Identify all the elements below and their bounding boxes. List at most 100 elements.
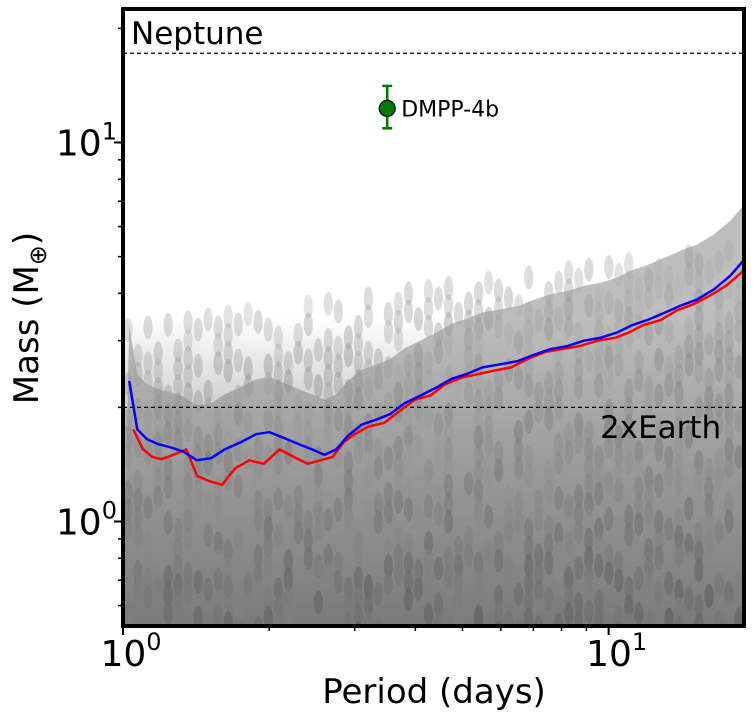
x-tick-label-2-base: 10 [586,634,632,675]
hexbin-cell [153,467,163,492]
hexbin-cell [383,445,393,470]
hexbin-cell [734,301,744,325]
hexbin-cell [423,458,434,483]
hexbin-cell [654,257,664,282]
hexbin-cell [694,558,704,583]
plot-frame [121,7,746,628]
hexbin-cell [524,517,534,542]
hexbin-cell [614,334,624,359]
hexbin-cell [353,332,363,357]
hexbin-cell [153,485,163,510]
hexbin-cell [624,450,634,475]
hexbin-cell [263,497,273,522]
hexbin-cell [243,590,253,615]
hexbin-cell [133,505,143,530]
hexbin-cell [694,270,704,295]
hexbin-cell [253,580,263,604]
hexbin-cell [213,351,223,376]
hexbin-cell [474,605,484,626]
hexbin-cell [524,265,534,290]
hexbin-cell [644,429,654,454]
hexbin-cell [654,347,664,372]
hexbin-cell [524,355,534,380]
hexbin-cell [684,352,694,377]
hexbin-cell [173,608,183,626]
hexbin-cell [614,298,624,323]
hexbin-cell [283,495,293,519]
hexbin-cell [584,293,594,318]
hexbin-cell [393,489,403,514]
hexbin-cell [163,402,173,427]
hexbin-cell [173,572,183,597]
hexbin-cell [133,433,143,458]
hexbin-cell [393,309,403,334]
hexbin-cell [554,486,564,511]
hexbin-cell [203,397,213,422]
hexbin-cell [253,544,263,568]
hexbin-cell [684,334,694,359]
hexbin-cell [173,590,183,615]
x-axis-ticks: 100 101 [100,626,647,675]
hexbin-cell [584,545,594,570]
hexbin-cell [634,350,644,375]
hexbin-cell [534,561,544,586]
hexbin-cell [373,510,383,535]
hexbin-cell [313,590,323,615]
hexbin-cell [413,415,424,439]
hexbin-cell [474,515,484,540]
hexbin-cell [313,482,323,507]
hexbin-cell [484,432,494,457]
hexbin-cell [193,479,203,504]
hexbin-cell [263,317,273,342]
hexbin-cell [564,260,574,285]
hexbin-cell [423,296,434,321]
hexbin-cell [694,594,704,619]
hexbin-cell [223,358,233,383]
hexbin-cell [604,417,614,441]
neptune-label: Neptune [131,16,263,52]
hexbin-cell [654,437,664,462]
hexbin-cell [453,301,464,326]
hexbin-cell [403,371,414,396]
hexbin-cell [674,344,684,369]
hexbin-cell [564,278,574,303]
hexbin-cell [474,407,484,432]
hexbin-cell [514,491,524,516]
hexbin-cell [123,444,133,468]
hexbin-cell [724,437,734,462]
hexbin-cell [634,476,644,501]
hexbin-cell [594,337,604,362]
hexbin-cell [684,424,694,449]
hexbin-cell [343,613,353,626]
hexbin-cell [313,500,323,525]
hexbin-cell [464,543,474,568]
hexbin-cell [564,440,574,465]
hexbin-cell [694,324,704,349]
hexbin-cell [283,549,293,573]
hexbin-cell [163,420,173,445]
hexbin-cell [534,507,544,532]
hexbin-cell [374,618,383,626]
hexbin-cell [223,538,233,563]
y-axis-label-close: ) [7,232,47,245]
hexbin-cell [684,244,694,269]
hexbin-cell [714,357,724,382]
hexbin-cell [123,570,133,594]
hexbin-cell [724,419,734,444]
hexbin-cell [684,586,694,611]
hexbin-cell [474,461,484,486]
hexbin-cell [323,327,333,352]
hexbin-cell [524,319,534,344]
hexbin-cell [614,460,624,485]
hexbin-cell [353,566,363,591]
hexbin-cell [704,259,714,284]
hexbin-cell [644,555,654,580]
hexbin-cell [393,327,403,352]
hexbin-cell [554,522,564,547]
hexbin-cell [343,595,353,620]
hexbin-cell [734,481,744,505]
hexbin-cell [143,567,153,592]
hexbin-cell [253,436,263,460]
hexbin-cell [383,553,393,578]
plot-area [123,9,744,626]
